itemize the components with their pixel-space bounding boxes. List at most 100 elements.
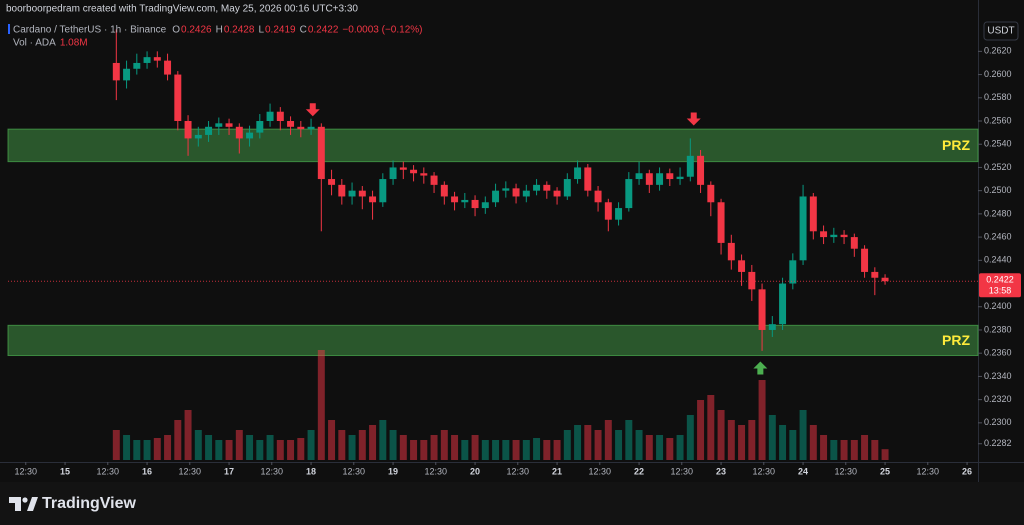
candle-body: [225, 123, 233, 127]
x-tick-label: 12:30: [97, 466, 120, 476]
volume-bar: [451, 435, 459, 460]
volume-bar: [615, 430, 623, 460]
x-tick-label: 12:30: [179, 466, 202, 476]
candle-body: [164, 60, 172, 75]
candle-body: [574, 167, 582, 180]
ohlc-label: O: [172, 25, 180, 36]
volume-bar: [502, 440, 510, 460]
x-tick-label: 12:30: [343, 466, 366, 476]
volume-bar: [164, 435, 172, 460]
prz-label: PRZ: [942, 137, 970, 153]
prz-label: PRZ: [942, 332, 970, 348]
volume-bar: [276, 440, 284, 460]
volume-bar: [256, 440, 264, 460]
candle-body: [451, 196, 459, 203]
last-price-tag: [979, 273, 1021, 298]
candle-body: [645, 173, 653, 185]
candle-body: [358, 190, 366, 197]
volume-bar: [338, 430, 346, 460]
volume-bar: [635, 430, 643, 460]
volume-bar: [861, 435, 869, 460]
volume-bar: [430, 435, 438, 460]
y-tick-label: 0.2480: [984, 208, 1012, 218]
candle-body: [686, 155, 694, 177]
candle-body: [215, 123, 223, 127]
candle-body: [410, 169, 418, 174]
x-tick-label: 24: [798, 466, 808, 476]
volume-bar: [369, 425, 377, 460]
candle-body: [256, 121, 264, 133]
currency-button[interactable]: [983, 21, 1019, 41]
volume-bar: [297, 438, 305, 460]
candle-body: [348, 190, 356, 197]
candle-body: [194, 134, 202, 139]
x-tick-label: 22: [634, 466, 644, 476]
x-tick-label: 12:30: [917, 466, 940, 476]
candle-body: [840, 234, 848, 238]
x-tick-label: 18: [306, 466, 316, 476]
volume-bar: [830, 440, 838, 460]
volume-bar: [656, 435, 664, 460]
x-tick-label: 12:30: [589, 466, 612, 476]
y-tick-label: 0.2400: [984, 301, 1012, 311]
x-tick-label: 26: [962, 466, 972, 476]
ohlc-label: L: [258, 25, 264, 36]
candle-body: [707, 184, 715, 203]
signal-arrow: [753, 361, 768, 375]
y-tick-label: 0.2282: [984, 438, 1012, 448]
y-tick-label: 0.2580: [984, 92, 1012, 102]
candle-body: [830, 234, 838, 238]
candle-body: [399, 167, 407, 170]
volume-bar: [707, 395, 715, 460]
volume-bar: [871, 440, 879, 460]
candle-body: [850, 237, 858, 249]
y-tick-label: 0.2300: [984, 417, 1012, 427]
volume-bar: [389, 430, 397, 460]
candle-body: [174, 74, 182, 122]
prz-zone: [7, 324, 979, 357]
volume-bar: [758, 380, 766, 460]
volume-label: Vol · ADA: [13, 38, 56, 49]
y-tick-label: 0.2540: [984, 139, 1012, 149]
candle-body: [481, 202, 489, 209]
candle-body: [809, 196, 817, 232]
volume-bar: [225, 440, 233, 460]
x-tick-label: 12:30: [671, 466, 694, 476]
volume-value: 1.08M: [60, 38, 88, 49]
volume-bar: [153, 438, 161, 460]
volume-bar: [604, 420, 612, 460]
x-tick-label: 20: [470, 466, 480, 476]
candle-body: [205, 126, 213, 135]
y-tick-label: 0.2600: [984, 69, 1012, 79]
logo-dot: [22, 497, 28, 503]
x-tick-label: 16: [142, 466, 152, 476]
currency[interactable]: USDT: [987, 26, 1014, 37]
volume-bar: [143, 440, 151, 460]
candle-body: [266, 111, 274, 122]
candle-body: [594, 190, 602, 203]
axes: 0.2620 0.2600 0.2580 0.2560 0.2540 0.2520 0.25…: [15, 46, 1021, 476]
y-tick-label: 0.2620: [984, 46, 1012, 56]
volume-bar: [123, 435, 131, 460]
volume-bar: [174, 420, 182, 460]
volume-bar: [584, 425, 592, 460]
x-tick-label: 12:30: [507, 466, 530, 476]
volume-bar: [645, 435, 653, 460]
candle-body: [820, 231, 828, 238]
volume-bar: [594, 430, 602, 460]
candle-body: [717, 202, 725, 243]
plot-area: PRZ PRZ: [7, 29, 979, 460]
candle-body: [697, 155, 705, 185]
volume-bar: [492, 440, 500, 460]
x-tick-label: 12:30: [15, 466, 38, 476]
candle-body: [297, 126, 305, 130]
volume-bar: [205, 435, 213, 460]
candle-body: [184, 121, 192, 139]
candle-body: [522, 190, 530, 197]
volume-bar: [420, 440, 428, 460]
logo-shape: [27, 497, 38, 511]
volume-bar: [522, 440, 530, 460]
prz-zone: [7, 128, 979, 163]
volume-bar: [533, 438, 541, 460]
